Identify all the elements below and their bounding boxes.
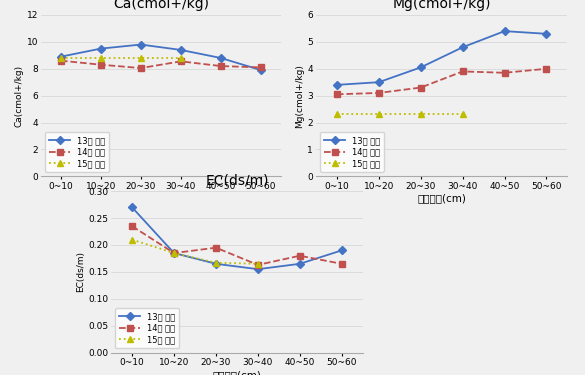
13년 경운 — [376, 80, 383, 84]
Line: 14년 경운: 14년 경운 — [334, 66, 549, 97]
14년 경운 — [97, 63, 104, 67]
Legend: 13년 경운, 14년 경운, 15년 경운: 13년 경운, 14년 경운, 15년 경운 — [320, 132, 384, 172]
14년 경운 — [257, 65, 264, 70]
15년 경운 — [254, 262, 261, 266]
Title: Ca(cmol+/kg): Ca(cmol+/kg) — [113, 0, 209, 11]
13년 경운 — [296, 262, 303, 266]
14년 경운 — [501, 70, 508, 75]
Y-axis label: Mg(cmol+/kg): Mg(cmol+/kg) — [295, 64, 305, 128]
15년 경운 — [137, 56, 144, 60]
13년 경운 — [417, 65, 424, 70]
Line: 15년 경운: 15년 경운 — [334, 112, 466, 117]
14년 경운 — [376, 91, 383, 95]
15년 경운 — [417, 112, 424, 117]
Y-axis label: Ca(cmol+/kg): Ca(cmol+/kg) — [15, 64, 24, 127]
14년 경운 — [333, 92, 340, 96]
13년 경운 — [218, 56, 225, 60]
13년 경운 — [171, 251, 178, 255]
13년 경운 — [501, 29, 508, 33]
X-axis label: 토양깊이(cm): 토양깊이(cm) — [212, 370, 261, 375]
Legend: 13년 경운, 14년 경운, 15년 경운: 13년 경운, 14년 경운, 15년 경운 — [115, 308, 180, 348]
14년 경운 — [296, 254, 303, 258]
13년 경운 — [177, 48, 184, 52]
14년 경운 — [417, 86, 424, 90]
Line: 13년 경운: 13년 경운 — [334, 28, 549, 88]
13년 경운 — [338, 248, 345, 253]
13년 경운 — [543, 32, 550, 36]
X-axis label: 토양깊이(cm): 토양깊이(cm) — [136, 194, 185, 204]
Y-axis label: EC(ds/m): EC(ds/m) — [77, 251, 85, 292]
Line: 14년 경운: 14년 경운 — [129, 224, 345, 268]
15년 경운 — [177, 56, 184, 60]
13년 경운 — [212, 262, 219, 266]
Line: 15년 경운: 15년 경운 — [58, 55, 184, 61]
14년 경운 — [459, 69, 466, 74]
14년 경운 — [254, 262, 261, 267]
13년 경운 — [129, 205, 136, 210]
15년 경운 — [97, 56, 104, 60]
14년 경운 — [338, 262, 345, 266]
Line: 13년 경운: 13년 경운 — [129, 205, 345, 272]
13년 경운 — [254, 267, 261, 272]
13년 경운 — [459, 45, 466, 50]
13년 경운 — [57, 54, 64, 59]
14년 경운 — [218, 64, 225, 68]
15년 경운 — [129, 237, 136, 242]
13년 경운 — [333, 82, 340, 87]
13년 경운 — [137, 42, 144, 47]
Line: 15년 경운: 15년 경운 — [129, 237, 261, 267]
14년 경운 — [129, 224, 136, 228]
15년 경운 — [212, 261, 219, 265]
Line: 13년 경운: 13년 경운 — [58, 42, 264, 73]
14년 경운 — [212, 246, 219, 250]
14년 경운 — [171, 251, 178, 255]
Title: EC(ds/m): EC(ds/m) — [205, 173, 269, 187]
15년 경운 — [333, 112, 340, 117]
14년 경운 — [177, 59, 184, 64]
15년 경운 — [376, 112, 383, 117]
Title: Mg(cmol+/kg): Mg(cmol+/kg) — [393, 0, 491, 11]
14년 경운 — [57, 58, 64, 63]
15년 경운 — [57, 56, 64, 60]
Line: 14년 경운: 14년 경운 — [58, 58, 264, 71]
15년 경운 — [459, 112, 466, 117]
13년 경운 — [97, 46, 104, 51]
14년 경운 — [543, 66, 550, 71]
14년 경운 — [137, 66, 144, 70]
13년 경운 — [257, 68, 264, 72]
X-axis label: 토양깊이(cm): 토양깊이(cm) — [417, 194, 466, 204]
Legend: 13년 경운, 14년 경운, 15년 경운: 13년 경운, 14년 경운, 15년 경운 — [45, 132, 109, 172]
15년 경운 — [171, 251, 178, 255]
